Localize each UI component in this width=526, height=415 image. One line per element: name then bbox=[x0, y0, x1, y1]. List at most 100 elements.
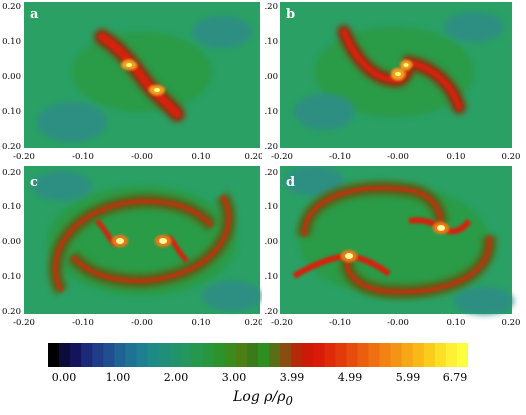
colorbar-tick: 1.00 bbox=[105, 371, 131, 384]
arm-a bbox=[98, 33, 181, 118]
x-tick: -0.00 bbox=[131, 152, 153, 162]
x-tick: -0.00 bbox=[131, 318, 153, 328]
colorbar-segment bbox=[379, 343, 392, 367]
colorbar-segment bbox=[269, 343, 281, 367]
colorbar-tick: 3.00 bbox=[221, 371, 247, 384]
x-axis-c: -0.20 -0.10 -0.00 0.10 0.20 bbox=[13, 318, 262, 328]
colorbar-segment bbox=[434, 343, 447, 367]
y-axis-c: 0.20 0.10 -0.00 -0.10 -0.20 bbox=[2, 168, 21, 317]
panel-b: b 0.20 0.10 -0.00 -0.10 -0.20 -0.20 -0.1… bbox=[264, 2, 526, 162]
x-tick: 0.20 bbox=[245, 318, 262, 328]
colorbar-segment bbox=[114, 343, 126, 367]
colorbar-segment bbox=[70, 343, 82, 367]
colorbar-segment bbox=[346, 343, 358, 367]
x-tick: 0.20 bbox=[502, 318, 521, 328]
colorbar-segment bbox=[291, 343, 303, 367]
colorbar-segment bbox=[191, 343, 204, 367]
y-tick: 0.20 bbox=[2, 2, 21, 12]
x-tick: 0.10 bbox=[447, 152, 466, 162]
y-tick: -0.20 bbox=[264, 307, 278, 317]
x-tick: -0.20 bbox=[13, 318, 35, 328]
colorbar-segment bbox=[213, 343, 226, 367]
x-tick: 0.10 bbox=[447, 318, 466, 328]
y-tick: 0.20 bbox=[264, 2, 278, 12]
y-tick: 0.10 bbox=[264, 37, 278, 47]
colorbar-tick: 4.99 bbox=[337, 371, 363, 384]
x-tick: -0.20 bbox=[271, 318, 293, 328]
colorbar-segment bbox=[423, 343, 436, 367]
colorbar-segment bbox=[224, 343, 237, 367]
colorbar-segment bbox=[445, 343, 458, 367]
x-tick: -0.10 bbox=[329, 152, 351, 162]
y-tick: 0.10 bbox=[264, 202, 278, 212]
y-tick: -0.20 bbox=[264, 142, 278, 152]
colorbar-segment bbox=[48, 343, 60, 367]
x-tick: 0.10 bbox=[192, 318, 211, 328]
x-tick: -0.10 bbox=[72, 318, 94, 328]
colorbar bbox=[48, 343, 468, 367]
colorbar-segment bbox=[235, 343, 248, 367]
density-plot-d: d 0.20 0.10 -0.00 -0.10 -0.20 -0.20 -0.1… bbox=[264, 166, 520, 328]
colorbar-segment bbox=[246, 343, 259, 367]
x-tick: -0.00 bbox=[387, 318, 409, 328]
colorbar-segment bbox=[136, 343, 148, 367]
colorbar-segment bbox=[202, 343, 215, 367]
y-tick: -0.00 bbox=[2, 72, 21, 82]
density-plot-a: a 0.20 0.10 -0.00 -0.10 -0.20 -0.20 -0.1… bbox=[2, 2, 262, 162]
colorbar-segment bbox=[390, 343, 403, 367]
y-tick: -0.00 bbox=[2, 237, 21, 247]
colorbar-segment bbox=[92, 343, 104, 367]
arm-d2 bbox=[345, 235, 492, 294]
arm-d1 bbox=[302, 186, 443, 237]
y-tick: -0.10 bbox=[2, 107, 21, 117]
colorbar-segment bbox=[180, 343, 193, 367]
colorbar-segment bbox=[103, 343, 115, 367]
colorbar-segment bbox=[158, 343, 171, 367]
colorbar-segment bbox=[302, 343, 314, 367]
y-tick: -0.10 bbox=[2, 272, 21, 282]
colorbar-segment bbox=[169, 343, 182, 367]
panel-label-d: d bbox=[286, 175, 295, 190]
y-tick: -0.20 bbox=[2, 307, 21, 317]
colorbar-segment bbox=[335, 343, 347, 367]
colorbar-segment bbox=[456, 343, 468, 367]
y-tick: -0.00 bbox=[264, 72, 278, 82]
panel-c: c 0.20 0.10 -0.00 -0.10 -0.20 -0.20 -0.1… bbox=[2, 166, 262, 328]
y-tick: -0.10 bbox=[264, 272, 278, 282]
x-tick: 0.10 bbox=[192, 152, 211, 162]
colorbar-segment bbox=[125, 343, 137, 367]
colorbar-segment bbox=[401, 343, 414, 367]
colorbar-title-main: Log ρ/ρ bbox=[233, 389, 286, 405]
x-tick: -0.20 bbox=[13, 152, 35, 162]
panel-label-a: a bbox=[30, 7, 39, 22]
colorbar-tick: 3.99 bbox=[279, 371, 305, 384]
colorbar-segment bbox=[280, 343, 292, 367]
x-axis-d: -0.20 -0.10 -0.00 0.10 0.20 bbox=[271, 318, 520, 328]
colorbar-title-sub: 0 bbox=[285, 393, 293, 408]
x-tick: 0.20 bbox=[245, 152, 262, 162]
colorbar-tick: 2.00 bbox=[163, 371, 189, 384]
x-axis-a: -0.20 -0.10 -0.00 0.10 0.20 bbox=[13, 152, 262, 162]
y-axis-d: 0.20 0.10 -0.00 -0.10 -0.20 bbox=[264, 168, 278, 317]
colorbar-segment bbox=[368, 343, 381, 367]
x-tick: -0.00 bbox=[387, 152, 409, 162]
colorbar-segment bbox=[357, 343, 370, 367]
colorbar-title: Log ρ/ρ0 bbox=[0, 389, 526, 408]
density-plot-c: c 0.20 0.10 -0.00 -0.10 -0.20 -0.20 -0.1… bbox=[2, 166, 262, 328]
arm-c1 bbox=[53, 198, 214, 293]
colorbar-tick: 0.00 bbox=[51, 371, 77, 384]
colorbar-tick: 6.79 bbox=[442, 371, 468, 384]
arm-c2 bbox=[70, 194, 231, 284]
panel-label-c: c bbox=[30, 175, 38, 190]
colorbar-segment bbox=[147, 343, 160, 367]
y-tick: 0.10 bbox=[2, 37, 21, 47]
x-tick: 0.20 bbox=[502, 152, 521, 162]
colorbar-segment bbox=[313, 343, 325, 367]
y-tick: 0.20 bbox=[264, 168, 278, 178]
x-axis-b: -0.20 -0.10 -0.00 0.10 0.20 bbox=[271, 152, 520, 162]
colorbar-segment bbox=[59, 343, 71, 367]
density-plot-b: b 0.20 0.10 -0.00 -0.10 -0.20 -0.20 -0.1… bbox=[264, 2, 520, 162]
y-tick: 0.20 bbox=[2, 168, 21, 178]
y-axis-a: 0.20 0.10 -0.00 -0.10 -0.20 bbox=[2, 2, 21, 152]
y-tick: -0.20 bbox=[2, 142, 21, 152]
